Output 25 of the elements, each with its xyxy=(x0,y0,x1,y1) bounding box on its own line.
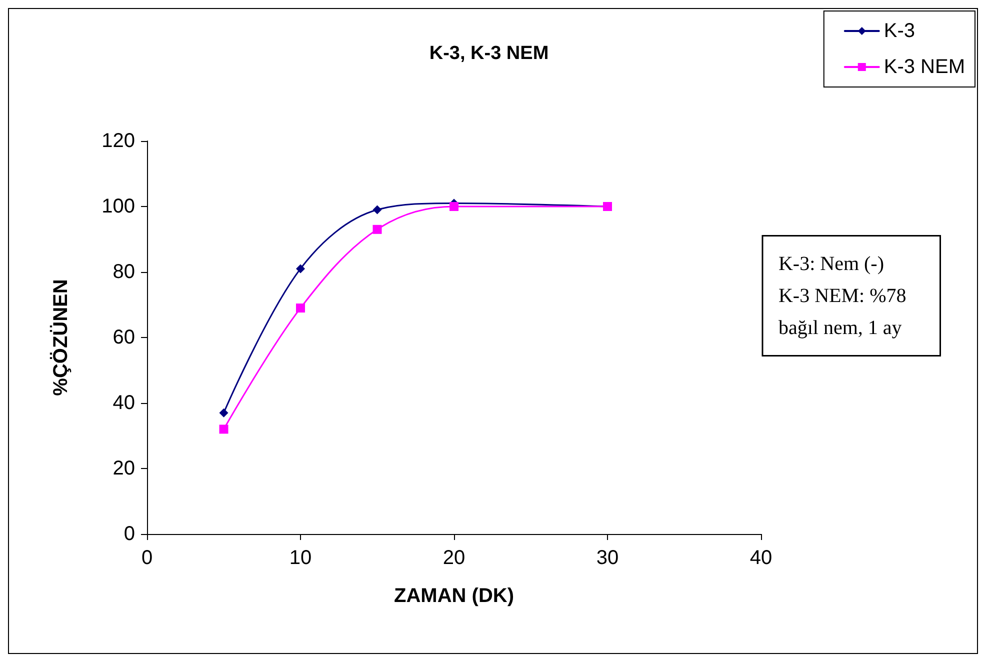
point xyxy=(296,304,305,313)
y-axis-title: %ÇÖZÜNEN xyxy=(49,279,72,396)
x-tick-label: 0 xyxy=(141,547,153,569)
point xyxy=(372,224,382,234)
text: K-3: Nem (-) K-3 NEM: %78 bağıl nem, 1 ay xyxy=(778,252,906,339)
legend-label: K-3 xyxy=(884,20,915,42)
x-tick-label: 20 xyxy=(442,547,466,569)
point xyxy=(219,408,228,418)
point xyxy=(296,264,305,274)
x-tick-label: 30 xyxy=(596,547,619,569)
legend-label: K-3 NEM xyxy=(884,56,965,78)
y-tick-label: 80 xyxy=(112,261,135,283)
x-tick-label: 40 xyxy=(750,547,772,569)
y-tick-label: 40 xyxy=(112,392,135,414)
point xyxy=(372,205,382,214)
point xyxy=(219,424,228,434)
chart-title: K-3, K-3 NEM xyxy=(429,43,549,64)
x-tick-label: 10 xyxy=(289,547,312,569)
x-axis-title: ZAMAN (DK) xyxy=(394,585,514,607)
y-tick-label: 120 xyxy=(102,130,135,152)
y-tick-label: 0 xyxy=(124,523,135,545)
y-tick-label: 60 xyxy=(112,326,135,348)
point xyxy=(450,202,458,211)
y-tick-label: 20 xyxy=(112,458,135,480)
y-tick-label: 100 xyxy=(102,196,135,218)
